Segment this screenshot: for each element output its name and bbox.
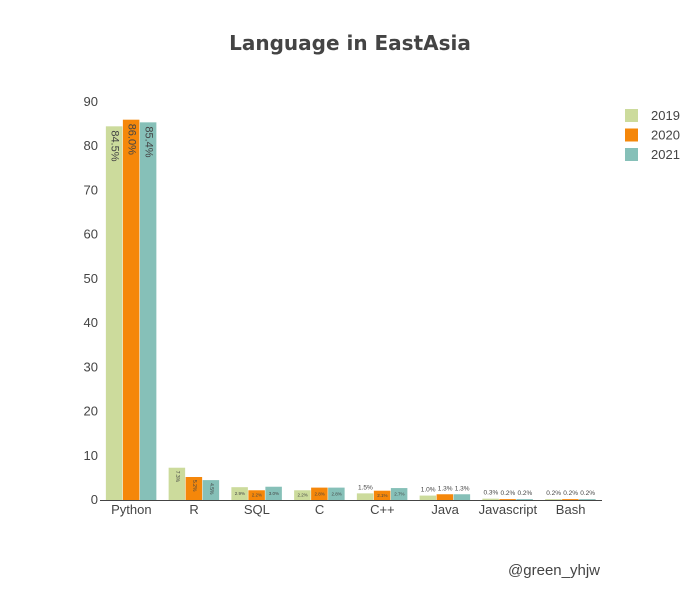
y-tick-label: 10 bbox=[84, 448, 98, 463]
data-label: 1.3% bbox=[455, 485, 470, 492]
bar-2019-r bbox=[168, 467, 186, 500]
data-label: 0.3% bbox=[483, 490, 498, 497]
bar-2021-python bbox=[139, 122, 157, 500]
data-label: 2.8% bbox=[331, 491, 341, 496]
data-label: 84.5% bbox=[108, 130, 120, 161]
data-label: 2.2% bbox=[297, 493, 307, 498]
x-tick-label: Javascript bbox=[479, 502, 538, 517]
data-label: 2.9% bbox=[235, 491, 245, 496]
legend-label: 2020 bbox=[651, 128, 680, 143]
x-tick-label: C++ bbox=[370, 502, 395, 517]
y-tick-label: 20 bbox=[84, 404, 98, 419]
bar-2019-bash bbox=[545, 499, 562, 500]
bar-2021-c++ bbox=[390, 488, 408, 500]
bar-2021-r bbox=[202, 480, 220, 500]
bar-2020-javascript bbox=[499, 499, 516, 500]
data-label: 4.5% bbox=[208, 483, 214, 495]
bar-2020-c++ bbox=[373, 490, 391, 500]
bar-2020-r bbox=[185, 477, 203, 500]
data-label: 1.0% bbox=[421, 487, 436, 494]
y-tick-label: 50 bbox=[84, 271, 98, 286]
bar-2021-javascript bbox=[516, 499, 533, 500]
x-axis: Python R SQL C C++ Java Javascript Bash bbox=[111, 502, 585, 517]
x-tick-label: Java bbox=[431, 502, 459, 517]
data-label: 2.8% bbox=[314, 491, 324, 496]
data-label: 2.1% bbox=[377, 493, 387, 498]
data-label: 0.2% bbox=[580, 490, 595, 497]
bar-2020-bash bbox=[562, 499, 579, 500]
data-label: 1.5% bbox=[358, 484, 373, 491]
y-tick-label: 30 bbox=[84, 359, 98, 374]
data-label: 5.2% bbox=[191, 480, 197, 492]
bar-2019-c bbox=[294, 490, 311, 500]
bar-2019-c++ bbox=[356, 493, 374, 500]
y-tick-label: 0 bbox=[91, 492, 98, 507]
x-tick-label: SQL bbox=[244, 502, 270, 517]
x-tick-label: Bash bbox=[556, 502, 586, 517]
data-label: 2.7% bbox=[394, 492, 404, 497]
bar-2020-c bbox=[311, 487, 328, 500]
bar-2019-python bbox=[105, 126, 123, 501]
data-label: 0.2% bbox=[500, 490, 515, 497]
y-tick-label: 70 bbox=[84, 182, 98, 197]
legend-swatch bbox=[625, 128, 638, 142]
bar-2019-javascript bbox=[482, 498, 499, 500]
bar-2019-java bbox=[419, 495, 437, 500]
bar-2021-c bbox=[328, 487, 345, 500]
data-label: 85.4% bbox=[142, 126, 154, 157]
watermark-annotation: @green_yhjw bbox=[508, 562, 600, 579]
y-tick-label: 40 bbox=[84, 315, 98, 330]
bars bbox=[105, 119, 596, 501]
data-label: 1.3% bbox=[438, 485, 453, 492]
bar-2020-java bbox=[436, 494, 454, 500]
y-tick-label: 60 bbox=[84, 227, 98, 242]
bar-2021-java bbox=[453, 494, 471, 500]
data-label: 3.0% bbox=[269, 491, 279, 496]
bar-2020-python bbox=[122, 119, 140, 500]
data-label: 2.2% bbox=[252, 493, 262, 498]
bar-2021-sql bbox=[265, 486, 282, 500]
bar-2019-sql bbox=[231, 487, 248, 500]
bar-2021-bash bbox=[579, 499, 596, 500]
x-tick-label: Python bbox=[111, 502, 151, 517]
bar-2020-sql bbox=[248, 490, 265, 500]
legend: 2019 2020 2021 bbox=[625, 108, 680, 162]
chart-title: Language in EastAsia bbox=[229, 31, 471, 55]
y-tick-label: 90 bbox=[84, 94, 98, 109]
data-label: 0.2% bbox=[546, 490, 561, 497]
data-label: 86.0% bbox=[125, 124, 137, 155]
x-tick-label: R bbox=[189, 502, 198, 517]
data-label: 0.2% bbox=[517, 490, 532, 497]
legend-swatch bbox=[625, 109, 638, 122]
y-tick-label: 80 bbox=[84, 138, 98, 153]
bar-labels: 84.5% 86.0% 85.4% 7.3% 5.2% 4.5% 2.9% 2.2% 3.0% 2… bbox=[108, 124, 595, 498]
data-label: 7.3% bbox=[174, 471, 180, 483]
legend-swatch bbox=[625, 148, 638, 161]
y-axis: 0 10 20 30 40 50 60 70 80 90 bbox=[84, 94, 98, 507]
legend-label: 2019 bbox=[651, 108, 680, 123]
legend-label: 2021 bbox=[651, 147, 680, 162]
x-tick-label: C bbox=[315, 502, 324, 517]
data-label: 0.2% bbox=[563, 490, 578, 497]
